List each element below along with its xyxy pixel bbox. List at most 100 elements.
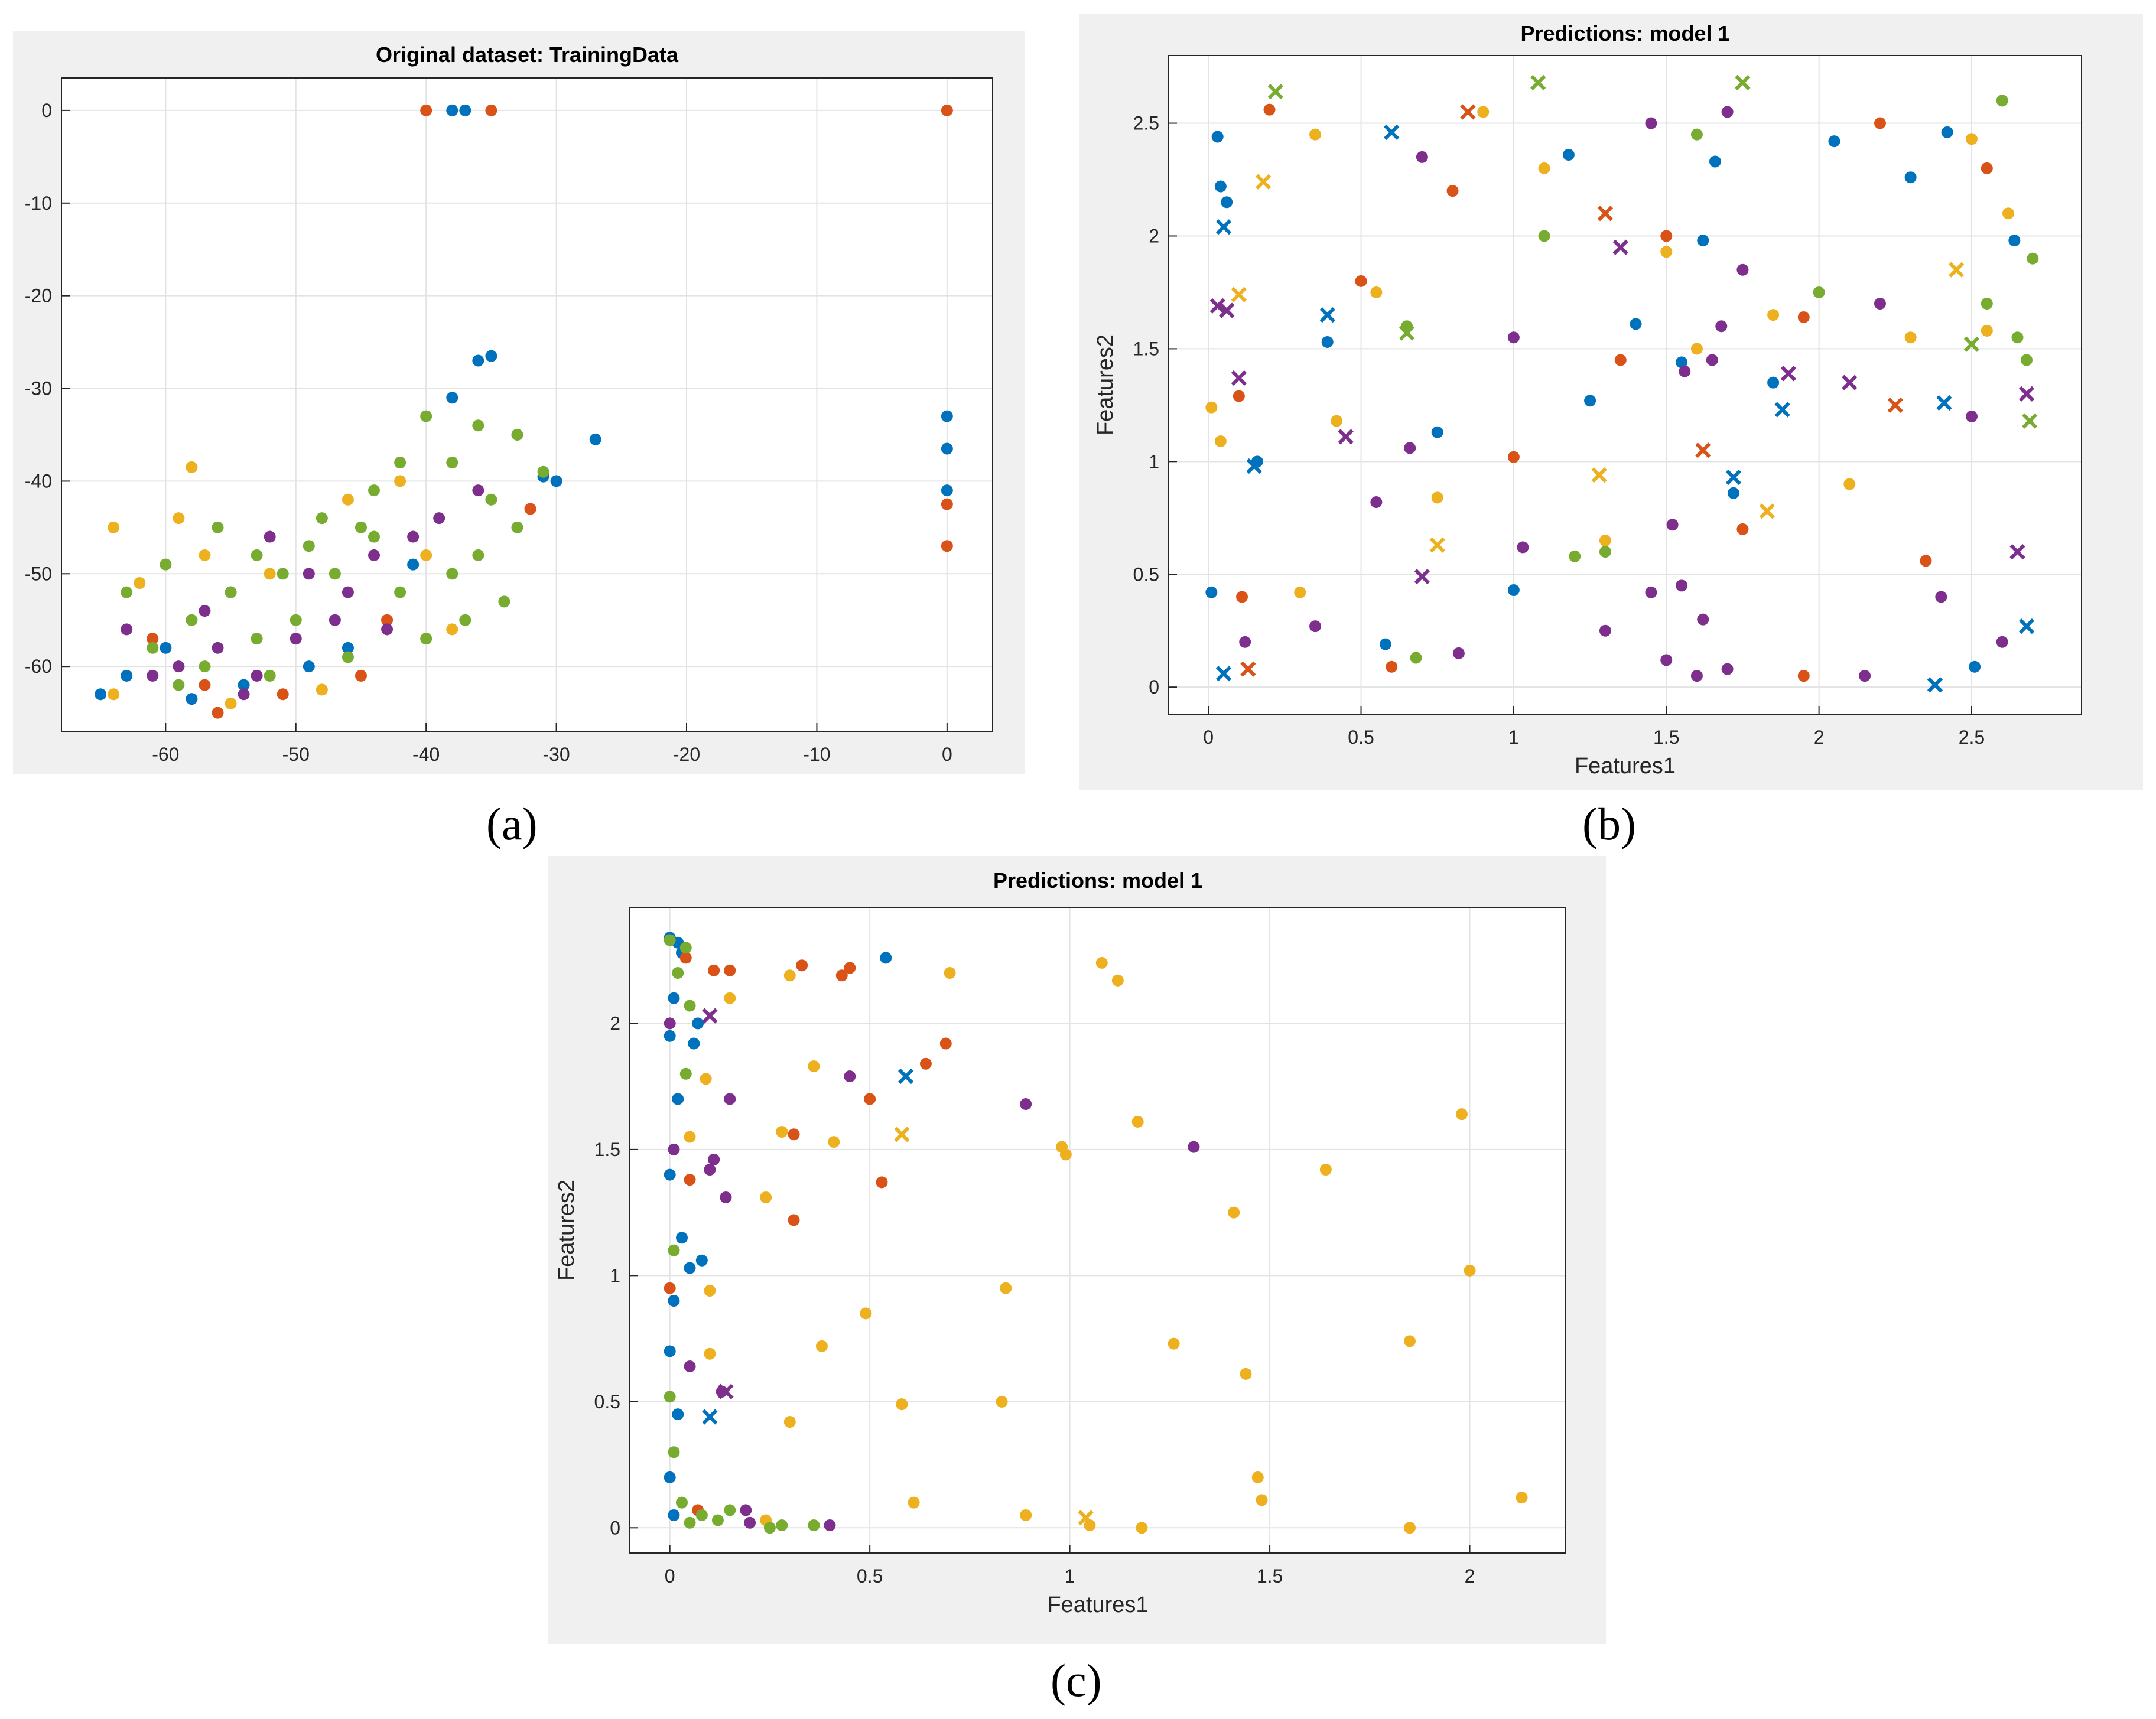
data-point <box>919 1057 932 1070</box>
x-tick-label: 1.5 <box>1257 1565 1283 1587</box>
data-point <box>1456 1108 1468 1121</box>
data-point <box>684 1131 696 1143</box>
data-point <box>1404 1522 1416 1534</box>
x-marker-stroke <box>702 1409 718 1425</box>
data-point <box>199 605 211 617</box>
data-point <box>708 964 720 976</box>
data-point <box>1136 1522 1148 1534</box>
x-tick-label: -10 <box>803 744 830 765</box>
data-point <box>664 1391 676 1403</box>
data-point-x <box>1219 302 1235 318</box>
x-marker-stroke <box>1963 336 1980 352</box>
data-point <box>672 1093 684 1105</box>
y-tick-label: 0 <box>1149 676 1159 698</box>
data-point <box>368 484 381 497</box>
data-point <box>147 642 159 654</box>
y-tick-label: 0 <box>610 1517 620 1538</box>
data-point <box>394 457 407 469</box>
x-tick-label: -60 <box>152 744 179 765</box>
chart-title: Original dataset: TrainingData <box>376 43 679 67</box>
data-point <box>1321 336 1334 348</box>
data-point <box>695 1509 708 1521</box>
x-marker-stroke <box>1949 262 1965 278</box>
panel-label-a: (a) <box>486 798 538 849</box>
data-point <box>941 442 953 455</box>
data-point <box>1721 106 1734 118</box>
data-point <box>672 1408 684 1421</box>
data-point-x <box>1246 458 1262 474</box>
data-point <box>277 568 289 580</box>
series-class-5 <box>664 934 820 1534</box>
x-tick-label: 0 <box>665 1565 675 1587</box>
data-point <box>1599 534 1611 546</box>
data-point <box>472 354 484 367</box>
data-point <box>941 104 953 116</box>
x-tick-label: 1.5 <box>1653 727 1679 748</box>
data-point <box>664 1471 676 1483</box>
data-point <box>1205 586 1218 598</box>
data-point <box>824 1519 836 1532</box>
x-tick-label: 2 <box>1814 727 1825 748</box>
data-point <box>815 1340 828 1352</box>
data-point <box>668 1509 680 1521</box>
data-point <box>446 104 458 116</box>
data-point <box>695 1254 708 1267</box>
data-point-x <box>1887 397 1903 413</box>
data-point <box>108 521 120 533</box>
data-point <box>2008 235 2021 247</box>
data-point <box>1569 550 1581 562</box>
data-point <box>160 642 172 654</box>
x-marker-stroke <box>1240 661 1256 677</box>
data-point-x <box>1319 307 1335 323</box>
data-point <box>277 688 289 701</box>
data-point <box>1251 1471 1264 1483</box>
data-point <box>342 642 354 654</box>
data-point <box>160 558 172 571</box>
data-point-x <box>1267 83 1283 100</box>
data-point <box>684 1000 696 1012</box>
data-point <box>251 669 263 682</box>
data-point-x <box>1530 74 1546 90</box>
data-point <box>1319 1164 1332 1176</box>
data-point <box>941 498 953 510</box>
data-point <box>679 952 692 964</box>
data-point <box>1309 620 1322 633</box>
data-point <box>368 530 381 543</box>
data-point <box>394 475 407 487</box>
data-point <box>676 1232 688 1244</box>
y-tick-label: -60 <box>25 656 52 677</box>
series-class-4-x- <box>702 1008 734 1399</box>
data-point <box>290 614 302 626</box>
data-point <box>668 1143 680 1155</box>
data-point <box>783 969 796 982</box>
x-tick-label: -30 <box>542 744 570 765</box>
y-tick-label: 1 <box>1149 451 1159 472</box>
data-point <box>711 1514 724 1526</box>
data-point <box>1874 117 1886 129</box>
data-point <box>2020 354 2033 366</box>
data-point <box>472 419 484 432</box>
data-point <box>788 1128 800 1141</box>
data-point <box>1676 579 1688 592</box>
series-class-3-x- <box>1231 174 1965 553</box>
data-point <box>1020 1098 1032 1111</box>
plot-frame <box>629 907 1566 1554</box>
data-point-x <box>894 1127 910 1142</box>
data-point <box>134 577 146 589</box>
data-point-x <box>1384 124 1400 140</box>
series-class-5 <box>121 410 549 691</box>
data-point <box>679 1067 692 1080</box>
x-marker-stroke <box>1780 366 1797 382</box>
data-point <box>316 683 328 696</box>
data-point <box>1599 546 1611 558</box>
data-point <box>1331 415 1343 427</box>
data-point-x <box>1597 206 1614 222</box>
data-point <box>225 586 237 598</box>
data-point <box>459 104 471 116</box>
data-point-x <box>1842 375 1858 390</box>
data-point-x <box>1429 537 1445 553</box>
data-point <box>1464 1264 1476 1277</box>
x-marker-stroke <box>702 1008 718 1024</box>
chart-panel-c: 0 0.5 1 1.5 2 0 0.5 1 1.5 2 Predictions: model 1 Fe… <box>548 856 1606 1644</box>
x-marker-stroke <box>894 1127 910 1142</box>
